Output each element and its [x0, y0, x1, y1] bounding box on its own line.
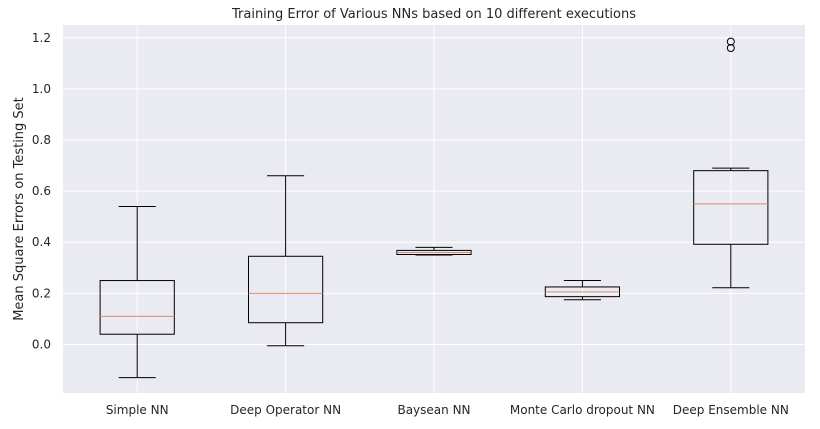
grid-lines [63, 25, 805, 393]
x-tick-label: Baysean NN [397, 403, 470, 417]
box-plot-3 [396, 246, 472, 256]
iqr-box [99, 280, 175, 335]
box-plot-5 [693, 37, 769, 289]
iqr-box [248, 255, 324, 324]
x-tick-label: Simple NN [106, 403, 169, 417]
box-plot-2 [248, 175, 324, 347]
iqr-box [693, 170, 769, 245]
y-axis-label: Mean Square Errors on Testing Set [12, 97, 27, 321]
box-plot-4 [544, 280, 620, 301]
x-tick-label: Monte Carlo dropout NN [510, 403, 655, 417]
y-tick-label: 0.2 [32, 286, 51, 300]
y-tick-label: 0.4 [32, 235, 51, 249]
chart-title: Training Error of Various NNs based on 1… [231, 7, 636, 22]
y-tick-label: 1.2 [32, 31, 51, 45]
outlier-point [726, 44, 735, 52]
box-group [99, 37, 769, 379]
y-tick-label: 0.6 [32, 184, 51, 198]
outlier-point [726, 37, 735, 46]
y-tick-label: 0.8 [32, 133, 51, 147]
x-tick-label: Deep Operator NN [230, 403, 341, 417]
box-plot-1 [99, 205, 175, 379]
x-axis-ticks: Simple NN Deep Operator NN Baysean NN Monte… [106, 403, 789, 417]
y-tick-label: 1.0 [32, 82, 51, 96]
x-tick-label: Deep Ensemble NN [673, 403, 789, 417]
y-axis-ticks: 0.0 0.2 0.4 0.6 0.8 1.0 1.2 [32, 31, 51, 352]
y-tick-label: 0.0 [32, 337, 51, 351]
